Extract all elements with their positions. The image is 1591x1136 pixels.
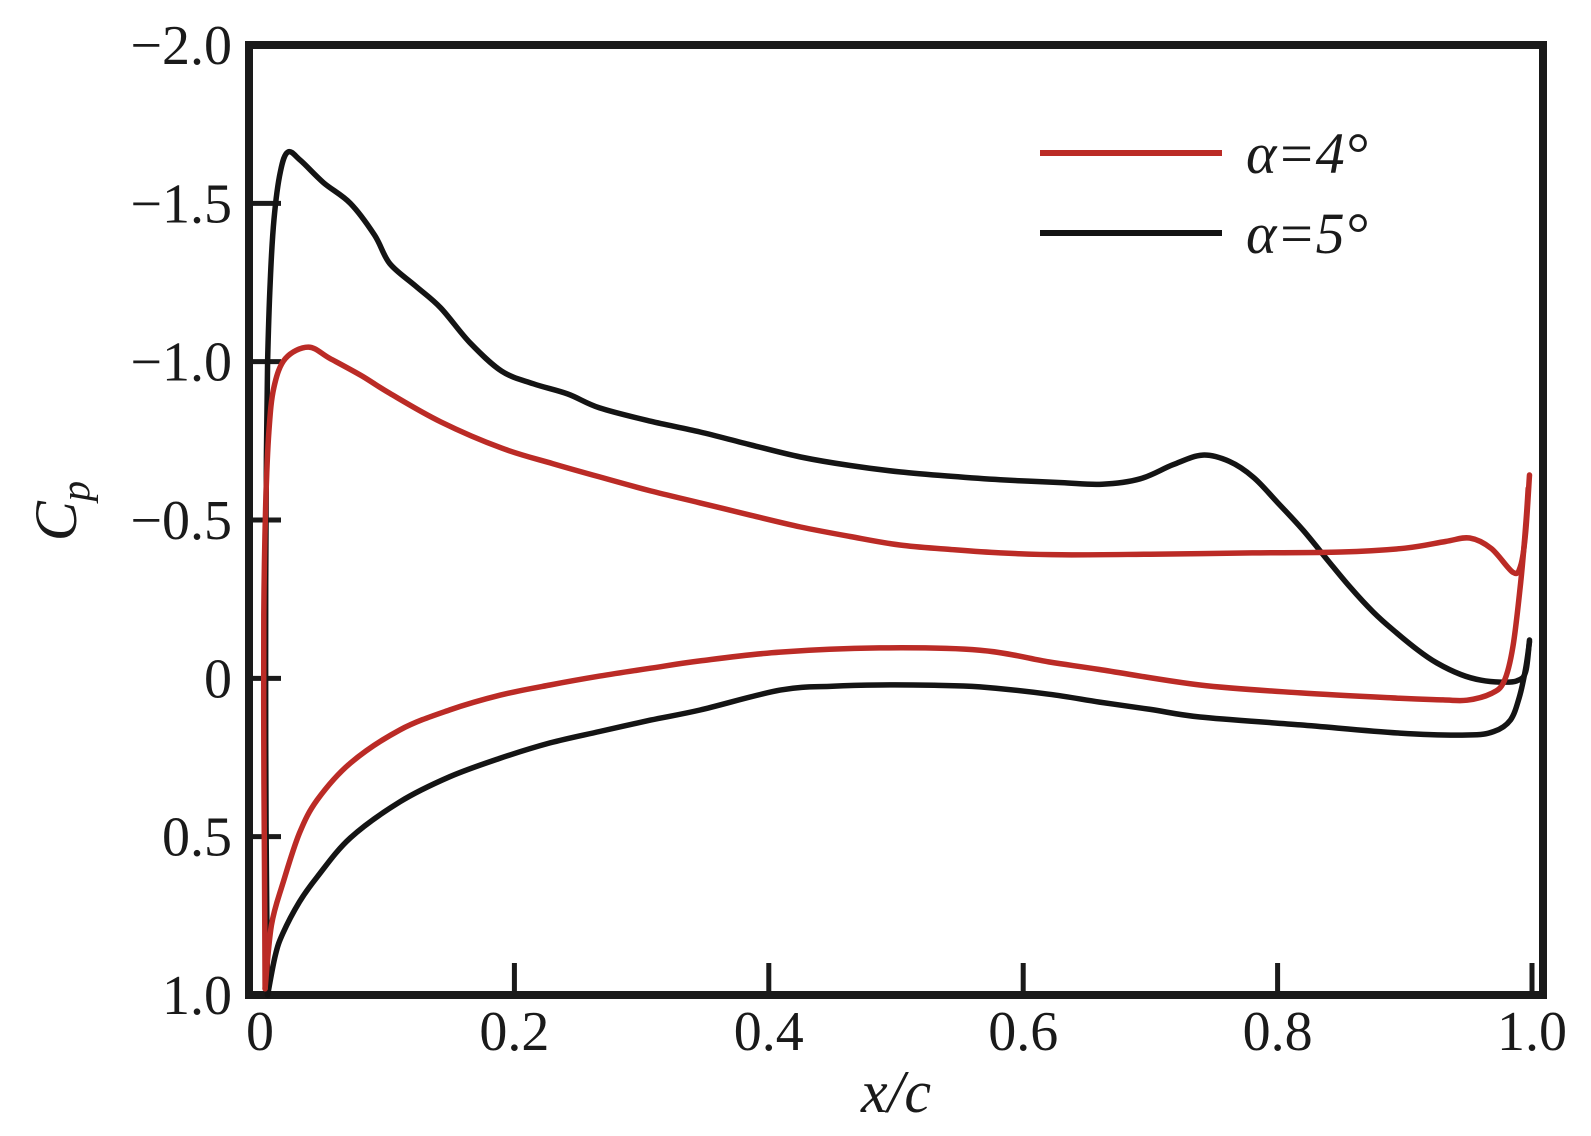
x-tick-label: 0.6: [988, 1001, 1058, 1063]
y-axis-title-main: C: [23, 501, 89, 542]
x-tick-label: 1.0: [1497, 1001, 1567, 1063]
legend: α=4° α=5°: [1040, 113, 1368, 273]
x-tick-label: 0.4: [734, 1001, 804, 1063]
legend-line-alpha4: [1040, 150, 1222, 156]
y-tick-label: −2.0: [130, 15, 232, 77]
y-tick-label: −0.5: [130, 490, 232, 552]
y-tick-label: −1.5: [130, 173, 232, 235]
y-tick-label: −1.0: [130, 332, 232, 394]
axis-frame: [245, 41, 1547, 999]
x-tick-label: 0.2: [479, 1001, 549, 1063]
x-tick-label: 0.8: [1243, 1001, 1313, 1063]
curve-5deg-lower: [264, 639, 1533, 998]
x-axis-title: x/c: [861, 1059, 931, 1125]
legend-entry-alpha5: α=5°: [1040, 193, 1368, 273]
legend-label-alpha5: α=5°: [1246, 200, 1368, 266]
y-axis-title: Cp: [20, 431, 98, 591]
y-tick-label: 0.5: [162, 807, 232, 869]
x-tick-label: 0: [246, 1001, 274, 1063]
legend-entry-alpha4: α=4°: [1040, 113, 1368, 193]
curve-4deg-lower: [262, 485, 1531, 992]
y-tick-label: 0: [204, 648, 232, 710]
y-tick-label: 1.0: [162, 965, 232, 1027]
legend-label-alpha4: α=4°: [1246, 120, 1368, 186]
curve-5deg-upper: [262, 148, 1533, 998]
curve-4deg-upper: [260, 344, 1533, 992]
y-axis-title-sub: p: [53, 480, 98, 502]
legend-line-alpha5: [1040, 230, 1222, 236]
